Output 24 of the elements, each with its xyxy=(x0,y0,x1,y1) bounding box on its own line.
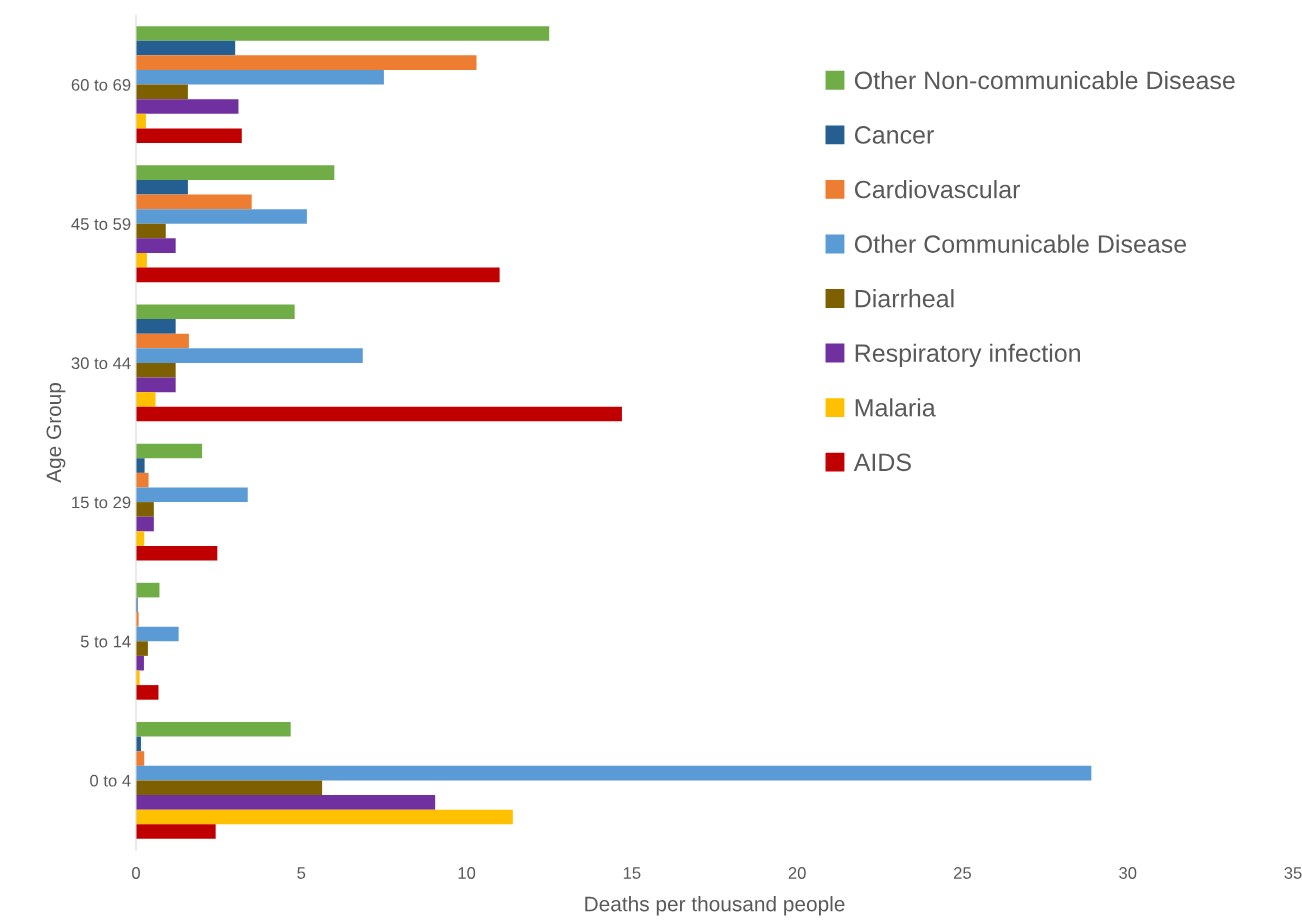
legend-label: Diarrheal xyxy=(855,289,954,308)
legend-label: Cancer xyxy=(854,126,934,144)
legend-label: Other Non-communicable Disease xyxy=(854,70,1235,90)
x-tick-label: 0 xyxy=(132,867,140,879)
legend-label: Respiratory infection xyxy=(855,343,1080,367)
y-tick-label: 60 to 69 xyxy=(71,78,131,91)
y-tick-label: 30 to 44 xyxy=(71,357,131,370)
x-tick-label: 35 xyxy=(1284,867,1302,879)
x-tick-label: 30 xyxy=(1119,867,1137,879)
y-tick-label: 5 to 14 xyxy=(80,635,131,648)
x-tick-label: 15 xyxy=(623,867,641,879)
y-axis-title: Age Group xyxy=(46,382,66,483)
x-tick-label: 20 xyxy=(788,867,806,879)
y-tick-label: 15 to 29 xyxy=(72,496,131,509)
legend-label: AIDS xyxy=(853,453,911,472)
x-axis-title: Deaths per thousand people xyxy=(585,896,845,916)
y-tick-label: 45 to 59 xyxy=(71,218,131,230)
x-tick-label: 5 xyxy=(297,867,306,879)
legend-label: Malaria xyxy=(855,398,936,417)
y-tick-label: 0 to 4 xyxy=(90,774,131,787)
legend-label: Cardiovascular xyxy=(854,180,1021,199)
legend-label: Other Communicable Disease xyxy=(854,234,1187,253)
x-tick-label: 25 xyxy=(954,867,971,879)
x-tick-label: 10 xyxy=(458,867,476,879)
